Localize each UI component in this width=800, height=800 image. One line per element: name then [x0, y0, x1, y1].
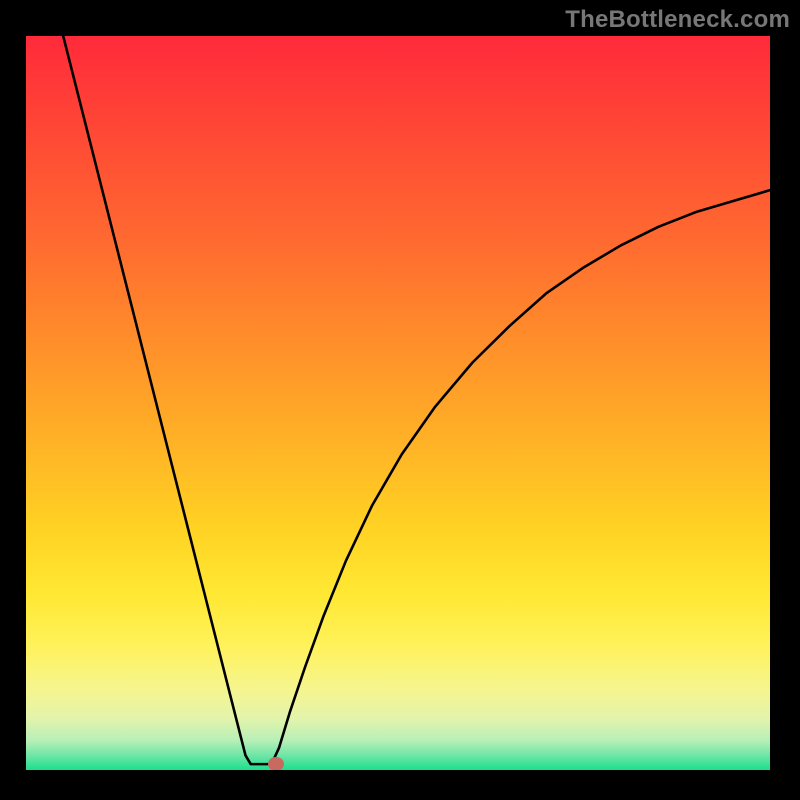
- watermark-label: TheBottleneck.com: [565, 6, 790, 34]
- chart-frame: TheBottleneck.com: [0, 0, 800, 800]
- bottleneck-curve: [26, 36, 770, 770]
- plot-area: [26, 36, 770, 770]
- optimum-marker: [268, 757, 284, 770]
